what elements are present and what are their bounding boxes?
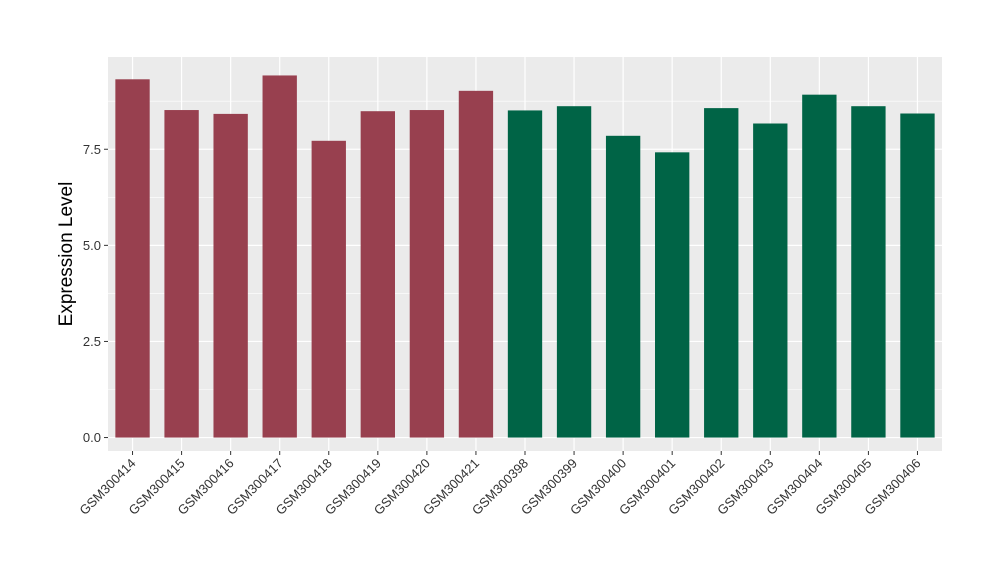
bar-GSM300404 bbox=[802, 94, 837, 438]
y-axis: 0.0 2.5 5.0 7.5 bbox=[83, 142, 108, 445]
bar-GSM300419 bbox=[360, 111, 395, 438]
bar-GSM300406 bbox=[900, 113, 935, 438]
bar-GSM300415 bbox=[164, 110, 199, 438]
bar-GSM300416 bbox=[213, 113, 248, 438]
bar-GSM300421 bbox=[458, 90, 494, 438]
bar-GSM300417 bbox=[262, 75, 297, 438]
bar-GSM300418 bbox=[311, 140, 346, 438]
bar-GSM300403 bbox=[753, 123, 788, 438]
x-axis: GSM300414GSM300415GSM300416GSM300417GSM3… bbox=[76, 451, 924, 518]
bar-GSM300420 bbox=[409, 110, 445, 438]
y-tick-label: 7.5 bbox=[83, 142, 101, 157]
bar-GSM300405 bbox=[851, 106, 886, 438]
bar-GSM300402 bbox=[704, 108, 739, 438]
y-tick-label: 0.0 bbox=[83, 430, 101, 445]
y-tick-label: 2.5 bbox=[83, 334, 101, 349]
bar-GSM300399 bbox=[556, 106, 592, 438]
bar-GSM300414 bbox=[115, 79, 150, 438]
bars bbox=[115, 75, 935, 438]
y-axis-title: Expression Level bbox=[56, 182, 77, 327]
bar-GSM300400 bbox=[605, 135, 641, 438]
bar-GSM300398 bbox=[507, 110, 543, 438]
y-tick-label: 5.0 bbox=[83, 238, 101, 253]
bar-GSM300401 bbox=[655, 152, 690, 438]
